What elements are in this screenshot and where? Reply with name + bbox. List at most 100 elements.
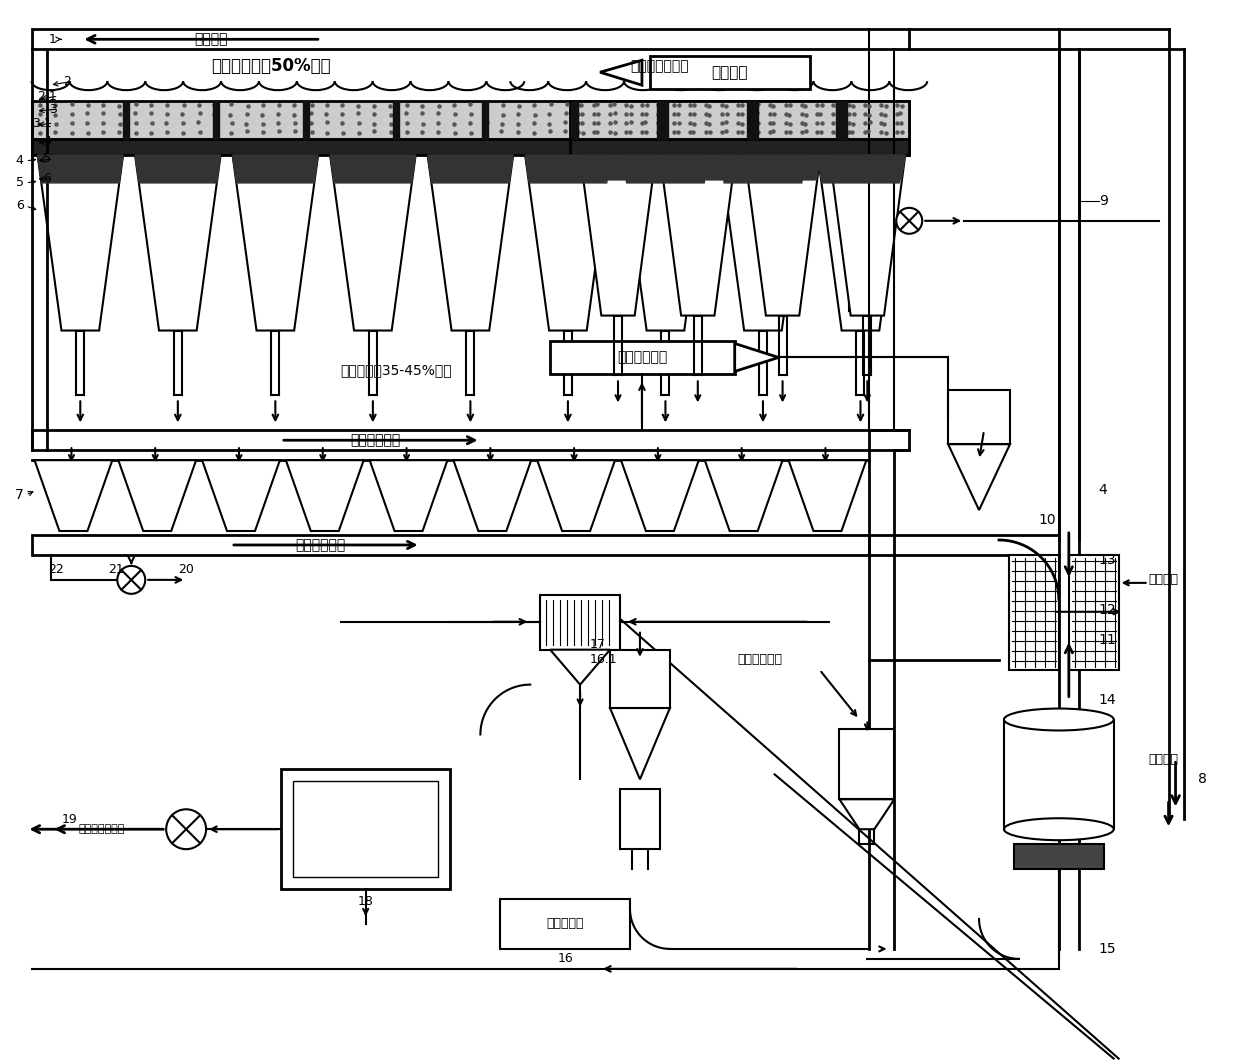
Bar <box>662 101 668 139</box>
Bar <box>842 101 847 139</box>
Polygon shape <box>537 461 615 531</box>
Text: 烧结机总长度50%区域: 烧结机总长度50%区域 <box>211 57 331 76</box>
Polygon shape <box>330 155 415 331</box>
Text: 进烟气脱硫系统: 进烟气脱硫系统 <box>78 825 124 834</box>
Polygon shape <box>817 155 903 183</box>
Text: 10: 10 <box>1039 513 1056 527</box>
Text: 烟气快速升温段: 烟气快速升温段 <box>631 60 689 73</box>
Text: 烧结机总长35-45%区域: 烧结机总长35-45%区域 <box>341 364 453 378</box>
Polygon shape <box>734 344 779 371</box>
Polygon shape <box>949 445 1009 510</box>
Ellipse shape <box>1004 818 1114 841</box>
Polygon shape <box>551 650 610 684</box>
Text: 3: 3 <box>48 102 57 116</box>
Text: 7: 7 <box>15 488 24 502</box>
Polygon shape <box>202 461 280 531</box>
Polygon shape <box>330 155 415 183</box>
Text: 2.1: 2.1 <box>37 89 57 102</box>
Polygon shape <box>621 461 699 531</box>
Text: 6: 6 <box>43 172 52 185</box>
Circle shape <box>118 566 145 594</box>
Text: 16.1: 16.1 <box>590 653 618 666</box>
Bar <box>572 101 578 139</box>
Bar <box>837 101 842 139</box>
Bar <box>839 730 894 799</box>
Text: 21: 21 <box>108 564 124 577</box>
Text: 补充烧结返矿: 补充烧结返矿 <box>737 653 782 666</box>
Bar <box>1004 719 1114 829</box>
Text: 5: 5 <box>16 177 24 189</box>
Polygon shape <box>428 155 513 183</box>
Text: 22: 22 <box>48 564 64 577</box>
Bar <box>31 30 909 49</box>
Polygon shape <box>839 799 894 829</box>
Text: 11: 11 <box>1099 633 1116 647</box>
Polygon shape <box>580 155 656 180</box>
Text: 2: 2 <box>63 74 72 87</box>
Text: 进配料系统: 进配料系统 <box>547 917 584 931</box>
Polygon shape <box>286 461 363 531</box>
Bar <box>123 101 129 139</box>
Polygon shape <box>704 461 782 531</box>
Text: 12: 12 <box>1099 603 1116 617</box>
Bar <box>1069 555 1118 669</box>
Polygon shape <box>233 155 319 331</box>
Bar <box>1014 844 1104 869</box>
Text: 18: 18 <box>357 895 373 908</box>
Text: 15: 15 <box>1099 942 1116 955</box>
Polygon shape <box>37 155 123 331</box>
Polygon shape <box>370 461 448 531</box>
Bar <box>949 390 1009 445</box>
Text: 烟气流动方向: 烟气流动方向 <box>295 538 346 552</box>
Bar <box>31 101 909 139</box>
Polygon shape <box>660 155 735 316</box>
Polygon shape <box>660 155 735 180</box>
Polygon shape <box>135 155 221 183</box>
Polygon shape <box>525 155 610 183</box>
Polygon shape <box>817 155 903 331</box>
Bar <box>570 101 909 139</box>
Polygon shape <box>745 155 821 316</box>
Text: 5: 5 <box>43 152 52 166</box>
Bar <box>751 101 758 139</box>
Ellipse shape <box>1004 709 1114 731</box>
Bar <box>610 650 670 708</box>
Polygon shape <box>37 155 123 183</box>
Bar <box>650 56 810 89</box>
Bar <box>657 101 663 139</box>
Polygon shape <box>622 155 708 331</box>
Text: 13: 13 <box>1099 553 1116 567</box>
Bar <box>31 139 909 155</box>
Text: 外排粉尘: 外排粉尘 <box>1148 573 1178 586</box>
Bar <box>620 789 660 849</box>
Text: 17: 17 <box>590 638 606 651</box>
Polygon shape <box>233 155 319 183</box>
Bar <box>213 101 219 139</box>
Bar <box>541 595 620 650</box>
Text: 20: 20 <box>179 564 195 577</box>
Polygon shape <box>454 461 531 531</box>
Text: 8: 8 <box>1199 772 1208 786</box>
Polygon shape <box>428 155 513 331</box>
Text: 4: 4 <box>1099 483 1107 497</box>
Bar <box>482 101 489 139</box>
Circle shape <box>166 810 206 849</box>
Polygon shape <box>720 155 806 331</box>
Text: 16: 16 <box>557 952 573 965</box>
Bar <box>500 899 630 949</box>
Polygon shape <box>830 155 905 316</box>
Text: 烟气流动方向: 烟气流动方向 <box>351 433 401 447</box>
Text: 9: 9 <box>1099 194 1107 207</box>
Text: 19: 19 <box>62 813 77 826</box>
Polygon shape <box>789 461 867 531</box>
Text: 14: 14 <box>1099 693 1116 706</box>
Bar <box>393 101 398 139</box>
Polygon shape <box>745 155 821 180</box>
Text: 6: 6 <box>16 199 24 213</box>
Text: 台车走向: 台车走向 <box>712 65 748 80</box>
Text: 1: 1 <box>48 33 57 46</box>
Polygon shape <box>830 155 905 180</box>
Polygon shape <box>118 461 196 531</box>
Text: 3.1: 3.1 <box>32 117 52 130</box>
Bar <box>31 535 869 555</box>
